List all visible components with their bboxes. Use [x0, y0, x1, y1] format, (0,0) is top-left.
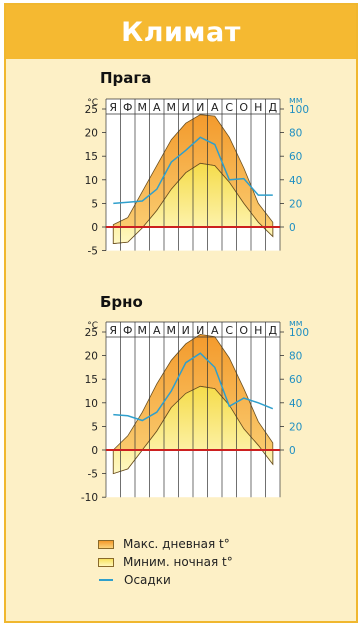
legend-label-max: Макс. дневная t° [123, 537, 230, 551]
temp-tick-label: 25 [85, 327, 98, 339]
month-label: Я [109, 324, 117, 337]
legend-swatch-max [98, 539, 114, 549]
month-label: И [196, 324, 204, 337]
legend-label-precip: Осадки [124, 573, 171, 587]
month-label: И [182, 324, 190, 337]
precip-tick-label: 40 [289, 175, 302, 187]
month-label: Н [254, 324, 262, 337]
month-label: М [138, 101, 148, 114]
legend-item-max: Макс. дневная t° [98, 535, 233, 553]
precip-tick-label: 80 [289, 351, 302, 363]
climate-chart-brno: Я Ф М А М И И А С О Н Д2520151050-5-10°C10080604020… [81, 319, 309, 504]
temp-tick-label: -5 [88, 469, 98, 481]
precip-tick-label: 100 [289, 327, 309, 339]
legend-item-precip: Осадки [98, 571, 233, 589]
temp-tick-label: 20 [85, 351, 98, 363]
month-label: М [138, 324, 148, 337]
month-label: А [153, 324, 161, 337]
month-label: А [211, 324, 219, 337]
precip-tick-label: 20 [289, 198, 302, 210]
precip-tick-label: 100 [289, 104, 309, 116]
precip-tick-label: 0 [289, 445, 296, 457]
climate-panel: Климат Прага Я Ф М А М И И А С О Н Д 25 20 15 10 5 0 -5 °C 1… [4, 3, 358, 623]
temp-tick-label: 10 [85, 398, 98, 410]
precip-tick-label: 60 [289, 374, 302, 386]
chart-title-prague: Прага [100, 69, 152, 87]
month-label: Ф [123, 324, 132, 337]
temp-tick-label: 20 [85, 128, 98, 140]
precip-unit-label: мм [289, 319, 303, 329]
month-label: А [211, 101, 219, 114]
temp-unit-label: °C [87, 98, 98, 108]
month-label: Я [109, 101, 117, 114]
precip-tick-label: 80 [289, 128, 302, 140]
precip-unit-label: мм [289, 96, 303, 106]
month-label: М [167, 101, 177, 114]
temp-tick-label: 5 [91, 421, 98, 433]
month-label: С [225, 324, 233, 337]
temp-tick-label: 0 [91, 222, 98, 234]
temp-tick-label: 5 [91, 198, 98, 210]
chart-title-brno: Брно [100, 293, 143, 311]
month-label: М [167, 324, 177, 337]
header-bar: Климат [6, 5, 356, 59]
precip-line [113, 352, 274, 422]
precip-tick-label: 60 [289, 151, 302, 163]
month-label: Д [268, 101, 277, 114]
page-title: Климат [121, 16, 241, 48]
temp-tick-label: 15 [85, 374, 98, 386]
legend-swatch-min [98, 557, 114, 567]
month-label: О [239, 101, 248, 114]
legend-label-min: Миним. ночная t° [123, 555, 233, 569]
temp-tick-label: -5 [88, 246, 98, 258]
month-label: Ф [123, 101, 132, 114]
month-label: Д [268, 324, 277, 337]
month-label: Н [254, 101, 262, 114]
legend-item-min: Миним. ночная t° [98, 553, 233, 571]
precip-line [113, 136, 273, 205]
temp-unit-label: °C [87, 321, 98, 331]
temp-tick-label: 0 [91, 445, 98, 457]
month-label: С [225, 101, 233, 114]
temp-tick-label: -10 [81, 492, 98, 504]
chart-legend: Макс. дневная t° Миним. ночная t° Осадки [98, 535, 233, 589]
month-label: И [196, 101, 204, 114]
precip-tick-label: 0 [289, 222, 296, 234]
temp-tick-label: 10 [85, 175, 98, 187]
legend-swatch-precip [99, 579, 113, 581]
precip-tick-label: 20 [289, 421, 302, 433]
precip-tick-label: 40 [289, 398, 302, 410]
temp-tick-label: 25 [85, 104, 98, 116]
month-label: И [182, 101, 190, 114]
month-label: О [239, 324, 248, 337]
temp-tick-label: 15 [85, 151, 98, 163]
month-label: А [153, 101, 161, 114]
